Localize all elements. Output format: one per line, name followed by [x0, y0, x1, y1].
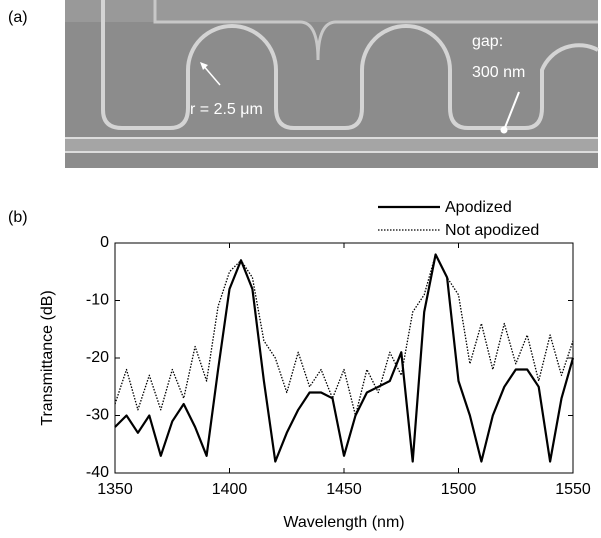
x-tick-label: 1450 — [326, 481, 362, 498]
y-tick-label: 0 — [100, 234, 109, 251]
annotation: r = 2.5 μm — [190, 101, 263, 118]
annotation: 300 nm — [472, 64, 525, 81]
x-tick-label: 1350 — [97, 481, 133, 498]
series-line — [114, 253, 575, 463]
x-tick-label: 1500 — [441, 481, 477, 498]
y-tick-label: -20 — [86, 349, 109, 366]
y-tick-label: -10 — [86, 292, 109, 309]
legend-label: Not apodized — [445, 222, 539, 239]
panel-label: (b) — [8, 209, 28, 226]
sem-image — [65, 0, 599, 168]
series-line — [114, 253, 574, 417]
x-axis-label: Wavelength (nm) — [283, 514, 404, 531]
panel-label: (a) — [8, 9, 28, 26]
annotation: gap: — [472, 33, 503, 50]
x-tick-label: 1550 — [555, 481, 591, 498]
plot-frame — [114, 242, 574, 474]
legend-label: Apodized — [445, 199, 512, 216]
x-tick-label: 1400 — [212, 481, 248, 498]
y-axis-label: Transmittance (dB) — [39, 290, 56, 425]
y-tick-label: -30 — [86, 407, 109, 424]
y-tick-label: -40 — [86, 464, 109, 481]
